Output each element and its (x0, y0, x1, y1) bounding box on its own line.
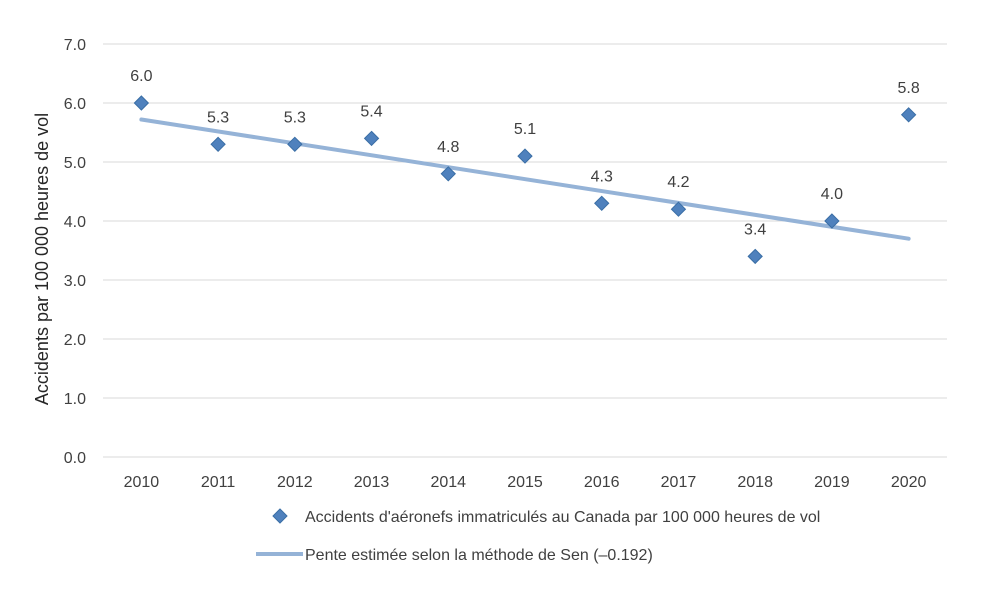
data-point-marker (287, 136, 303, 153)
y-tick-label: 4.0 (64, 214, 86, 231)
x-tick-label: 2018 (737, 474, 773, 491)
data-points (133, 95, 917, 265)
data-point-marker (594, 195, 610, 212)
x-tick-labels: 2010 2011 2012 2013 2014 2015 2016 2017 2018 2019… (124, 474, 927, 491)
trend-line (139, 117, 911, 241)
x-tick-label: 2011 (201, 474, 236, 491)
legend-label-accidents: Accidents d'aéronefs immatriculés au Can… (305, 509, 820, 526)
data-point-marker (363, 130, 380, 147)
x-tick-label: 2010 (124, 474, 160, 491)
data-point-marker (440, 166, 456, 182)
data-label: 4.3 (591, 168, 613, 185)
y-tick-label: 6.0 (64, 96, 86, 113)
y-axis-title: Accidents par 100 000 heures de vol (32, 113, 52, 405)
data-label: 4.8 (437, 139, 459, 156)
x-tick-label: 2012 (277, 474, 313, 491)
data-point-marker (210, 136, 226, 153)
data-labels: 6.0 5.3 5.3 5.4 4.8 5.1 4.3 4.2 3.4 4.0 5.8 (130, 68, 920, 238)
x-tick-label: 2017 (661, 474, 697, 491)
trend-line-segment (139, 117, 911, 241)
data-point-marker (670, 201, 687, 217)
x-tick-label: 2020 (891, 474, 927, 491)
y-tick-label: 3.0 (64, 273, 86, 290)
y-tick-labels: 0.0 1.0 2.0 3.0 4.0 5.0 6.0 7.0 (64, 37, 86, 467)
legend-label-sen: Pente estimée selon la méthode de Sen (–… (305, 547, 653, 564)
data-label: 3.4 (744, 221, 766, 238)
y-tick-label: 2.0 (64, 332, 86, 349)
y-tick-label: 1.0 (64, 391, 86, 408)
y-tick-label: 7.0 (64, 37, 86, 54)
y-tick-label: 5.0 (64, 155, 86, 172)
x-tick-label: 2013 (354, 474, 390, 491)
data-label: 4.2 (667, 174, 689, 191)
legend-marker-diamond (272, 508, 288, 524)
data-label: 5.3 (207, 109, 229, 126)
x-tick-label: 2016 (584, 474, 620, 491)
data-label: 5.3 (284, 109, 306, 126)
data-label: 4.0 (821, 186, 843, 203)
legend: Accidents d'aéronefs immatriculés au Can… (256, 508, 820, 564)
data-label: 6.0 (130, 68, 152, 85)
data-point-marker (133, 95, 150, 111)
data-point-marker (900, 107, 917, 123)
data-label: 5.1 (514, 121, 536, 138)
x-tick-label: 2015 (507, 474, 543, 491)
y-tick-label: 0.0 (64, 450, 86, 467)
x-tick-label: 2019 (814, 474, 850, 491)
data-point-marker (824, 213, 840, 229)
data-point-marker (517, 148, 533, 164)
x-tick-label: 2014 (430, 474, 466, 491)
data-label: 5.8 (898, 80, 920, 97)
data-point-marker (747, 248, 763, 265)
data-label: 5.4 (360, 103, 382, 120)
gridlines (103, 43, 947, 458)
